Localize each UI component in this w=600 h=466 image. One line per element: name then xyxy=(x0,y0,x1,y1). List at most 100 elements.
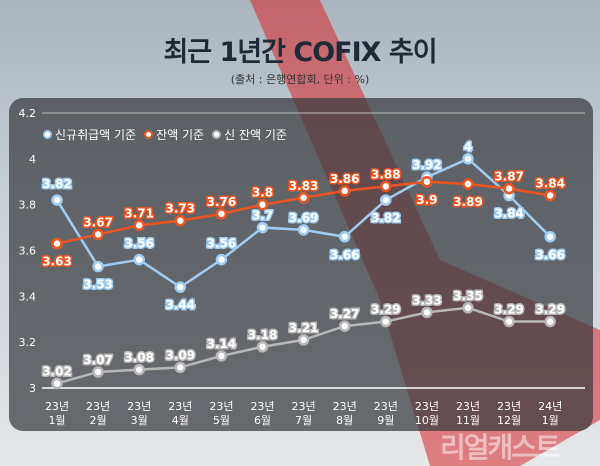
data-label: 3.63 xyxy=(42,255,72,269)
data-point xyxy=(338,320,351,332)
data-point xyxy=(51,237,63,250)
data-label: 3.29 xyxy=(535,303,565,317)
x-tick-label: 23년 xyxy=(209,400,233,413)
legend-label: 잔액 기준 xyxy=(156,128,205,142)
x-tick-label: 8월 xyxy=(336,414,353,427)
data-label: 3.83 xyxy=(289,179,319,193)
x-tick-label: 2월 xyxy=(90,414,107,427)
data-point xyxy=(544,189,556,202)
data-point xyxy=(215,253,228,266)
data-point xyxy=(380,315,392,328)
data-point xyxy=(51,377,63,390)
y-tick-label: 3.2 xyxy=(19,336,37,349)
data-label: 3.21 xyxy=(289,321,319,335)
x-tick-label: 9월 xyxy=(377,414,394,427)
data-label: 3.76 xyxy=(207,195,237,209)
data-label: 3.7 xyxy=(252,209,273,223)
data-label: 3.8 xyxy=(252,186,273,200)
data-point xyxy=(503,182,515,195)
data-point xyxy=(297,334,310,346)
legend-item-new-balance: 신 잔액 기준 xyxy=(212,126,287,143)
x-tick-label: 12월 xyxy=(497,414,521,427)
data-label: 3.84 xyxy=(535,177,565,191)
legend-item-new: 신규취급액 기준 xyxy=(43,126,136,143)
x-tick-label: 23년 xyxy=(127,400,151,413)
data-label: 3.29 xyxy=(494,303,524,317)
data-label: 3.88 xyxy=(371,167,401,181)
data-label: 3.14 xyxy=(207,337,237,351)
data-label: 3.66 xyxy=(535,248,565,262)
x-tick-label: 23년 xyxy=(250,400,274,413)
data-point xyxy=(380,194,392,206)
data-point xyxy=(544,231,556,243)
data-label: 3.71 xyxy=(124,206,154,220)
legend-marker-icon xyxy=(144,130,154,139)
data-point xyxy=(462,178,474,190)
data-point xyxy=(174,281,187,293)
data-point xyxy=(338,231,351,243)
data-point xyxy=(462,153,474,165)
x-tick-label: 23년 xyxy=(415,400,439,413)
x-tick-label: 5월 xyxy=(213,414,230,427)
x-tick-label: 1월 xyxy=(542,414,559,427)
data-point xyxy=(92,260,104,273)
y-tick-label: 4.2 xyxy=(19,107,37,120)
data-label: 3.02 xyxy=(42,364,72,378)
y-tick-label: 4 xyxy=(29,153,36,166)
data-point xyxy=(256,221,269,234)
x-tick-label: 23년 xyxy=(456,400,480,413)
legend-marker-icon xyxy=(212,130,222,139)
data-label: 3.07 xyxy=(83,353,113,367)
data-label: 3.84 xyxy=(494,207,524,221)
data-label: 3.9 xyxy=(416,193,437,207)
data-label: 3.44 xyxy=(165,298,195,312)
legend-label: 신규취급액 기준 xyxy=(55,128,137,142)
data-label: 3.82 xyxy=(42,177,72,191)
data-label: 4 xyxy=(464,140,472,154)
data-label: 3.67 xyxy=(83,215,113,229)
x-tick-label: 24년 xyxy=(538,400,562,413)
chart-title: 최근 1년간 COFIX 추이 xyxy=(163,37,437,68)
y-tick-label: 3.4 xyxy=(19,290,37,303)
data-point xyxy=(256,341,269,353)
x-tick-label: 7월 xyxy=(295,414,312,427)
x-tick-label: 23년 xyxy=(86,400,110,413)
data-label: 3.27 xyxy=(330,307,360,321)
data-point xyxy=(51,194,63,206)
x-tick-label: 23년 xyxy=(45,400,69,413)
data-point xyxy=(215,350,228,362)
y-tick-label: 3.6 xyxy=(19,245,37,258)
legend-label: 신 잔액 기준 xyxy=(224,128,287,142)
data-label: 3.53 xyxy=(83,278,113,292)
data-point xyxy=(544,315,556,328)
x-tick-label: 11월 xyxy=(456,414,480,427)
y-tick-label: 3 xyxy=(29,382,36,395)
data-label: 3.08 xyxy=(124,351,154,365)
data-point xyxy=(421,306,433,319)
x-tick-label: 1월 xyxy=(48,414,65,427)
data-label: 3.73 xyxy=(165,202,195,216)
legend: 신규취급액 기준 잔액 기준 신 잔액 기준 xyxy=(43,126,287,143)
data-point xyxy=(503,315,515,328)
data-point xyxy=(92,228,104,241)
x-tick-label: 23년 xyxy=(168,400,192,413)
x-tick-label: 23년 xyxy=(497,400,521,413)
data-point xyxy=(174,361,187,374)
chart-subtitle: (출처 : 은행연합회, 단위 : %) xyxy=(230,73,370,86)
x-tick-label: 3월 xyxy=(131,414,148,427)
data-label: 3.89 xyxy=(453,195,483,209)
x-tick-label: 4월 xyxy=(172,414,189,427)
legend-item-balance: 잔액 기준 xyxy=(144,126,204,143)
data-label: 3.69 xyxy=(289,211,319,225)
data-label: 3.66 xyxy=(330,248,360,262)
data-label: 3.87 xyxy=(494,170,524,184)
data-label: 3.09 xyxy=(165,348,195,362)
data-point xyxy=(297,224,310,236)
data-label: 3.35 xyxy=(453,289,483,303)
data-point xyxy=(133,219,145,232)
data-label: 3.29 xyxy=(371,303,401,317)
data-label: 3.56 xyxy=(207,237,237,251)
y-tick-label: 3.8 xyxy=(19,199,37,212)
data-label: 3.86 xyxy=(330,172,360,186)
data-point xyxy=(462,302,474,314)
